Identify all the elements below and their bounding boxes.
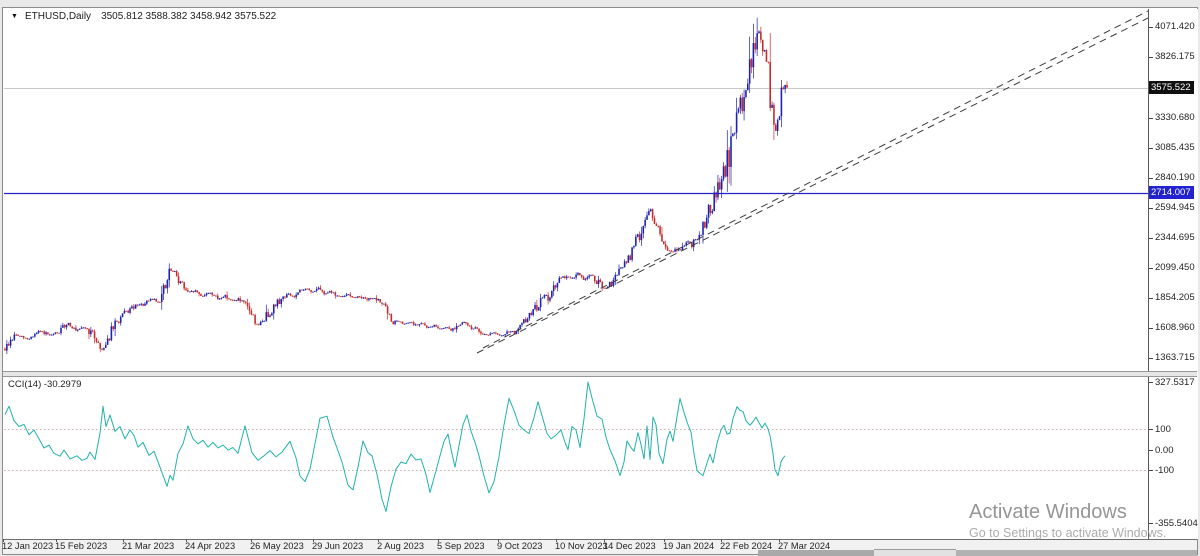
price-tick-label: 2099.450 bbox=[1155, 262, 1195, 273]
date-tick-mark bbox=[779, 539, 780, 542]
price-tick-mark bbox=[1149, 57, 1153, 58]
date-label: 19 Jan 2024 bbox=[663, 541, 715, 551]
cci-tick-mark bbox=[1149, 382, 1153, 383]
date-tick-mark bbox=[3, 539, 4, 542]
activate-windows-watermark: Activate Windows bbox=[969, 501, 1127, 523]
main-price-chart-canvas[interactable] bbox=[4, 9, 1148, 371]
symbol-period-label: ETHUSD,Daily bbox=[24, 11, 92, 22]
date-tick-mark bbox=[378, 539, 379, 542]
price-tick-label: 2344.695 bbox=[1155, 232, 1195, 243]
ohlc-readout: 3505.812 3588.382 3458.942 3575.522 bbox=[101, 11, 277, 22]
current-price-badge: 3575.522 bbox=[1149, 81, 1194, 94]
price-axis-column bbox=[1148, 9, 1198, 539]
bottom-chrome-band bbox=[758, 550, 874, 556]
date-tick-mark bbox=[313, 539, 314, 542]
price-tick-mark bbox=[1149, 238, 1153, 239]
cci-tick-label: 327.5317 bbox=[1155, 377, 1195, 388]
price-tick-mark bbox=[1149, 208, 1153, 209]
cci-tick-label: 100 bbox=[1155, 424, 1171, 435]
date-label: 2 Aug 2023 bbox=[377, 541, 425, 551]
date-tick-mark bbox=[498, 539, 499, 542]
date-tick-mark bbox=[186, 539, 187, 542]
price-tick-mark bbox=[1149, 27, 1153, 28]
price-tick-mark bbox=[1149, 178, 1153, 179]
price-tick-label: 1608.960 bbox=[1155, 322, 1195, 333]
cci-tick-label: -100 bbox=[1155, 465, 1175, 476]
price-tick-mark bbox=[1149, 358, 1153, 359]
price-tick-label: 2840.190 bbox=[1155, 172, 1195, 183]
price-tick-label: 1363.715 bbox=[1155, 352, 1195, 363]
date-tick-mark bbox=[251, 539, 252, 542]
hline-price-badge: 2714.007 bbox=[1149, 186, 1194, 199]
date-tick-mark bbox=[556, 539, 557, 542]
cci-indicator-label: CCI(14) -30.2979 bbox=[8, 379, 82, 390]
date-label: 9 Oct 2023 bbox=[497, 541, 543, 551]
cci-tick-mark bbox=[1149, 470, 1153, 471]
date-label: 12 Jan 2023 bbox=[2, 541, 54, 551]
bottom-chrome-band bbox=[956, 550, 1197, 556]
date-label: 24 Apr 2023 bbox=[185, 541, 236, 551]
date-tick-mark bbox=[664, 539, 665, 542]
price-tick-mark bbox=[1149, 118, 1153, 119]
date-label: 29 Jun 2023 bbox=[312, 541, 364, 551]
date-label: 22 Feb 2024 bbox=[720, 541, 773, 551]
cci-indicator-canvas[interactable] bbox=[4, 377, 1148, 539]
date-tick-mark bbox=[438, 539, 439, 542]
date-tick-mark bbox=[721, 539, 722, 542]
activate-windows-subtext: Go to Settings to activate Windows. bbox=[969, 526, 1167, 540]
date-tick-mark bbox=[56, 539, 57, 542]
price-tick-label: 1854.205 bbox=[1155, 292, 1195, 303]
chart-title-row: ▼ ETHUSD,Daily 3505.812 3588.382 3458.942 … bbox=[11, 11, 276, 22]
price-tick-mark bbox=[1149, 148, 1153, 149]
price-tick-label: 4071.420 bbox=[1155, 21, 1195, 32]
date-label: 10 Nov 2023 bbox=[555, 541, 608, 551]
price-tick-label: 3330.680 bbox=[1155, 112, 1195, 123]
cci-tick-label: 0.00 bbox=[1155, 445, 1174, 456]
cci-tick-mark bbox=[1149, 523, 1153, 524]
date-label: 26 May 2023 bbox=[250, 541, 304, 551]
date-label: 14 Dec 2023 bbox=[603, 541, 656, 551]
bottom-chrome-band bbox=[874, 549, 956, 556]
date-label: 21 Mar 2023 bbox=[122, 541, 175, 551]
cci-tick-label: -355.5404 bbox=[1155, 518, 1198, 529]
cci-tick-mark bbox=[1149, 450, 1153, 451]
date-label: 27 Mar 2024 bbox=[778, 541, 831, 551]
date-label: 15 Feb 2023 bbox=[55, 541, 108, 551]
cci-tick-mark bbox=[1149, 429, 1153, 430]
price-tick-mark bbox=[1149, 328, 1153, 329]
price-tick-mark bbox=[1149, 268, 1153, 269]
price-tick-label: 3826.175 bbox=[1155, 51, 1195, 62]
price-tick-label: 2594.945 bbox=[1155, 202, 1195, 213]
date-tick-mark bbox=[604, 539, 605, 542]
price-tick-mark bbox=[1149, 298, 1153, 299]
date-label: 5 Sep 2023 bbox=[437, 541, 485, 551]
date-tick-mark bbox=[123, 539, 124, 542]
panel-separator[interactable] bbox=[3, 371, 1197, 377]
chevron-down-icon[interactable]: ▼ bbox=[11, 13, 18, 20]
price-tick-label: 3085.435 bbox=[1155, 142, 1195, 153]
